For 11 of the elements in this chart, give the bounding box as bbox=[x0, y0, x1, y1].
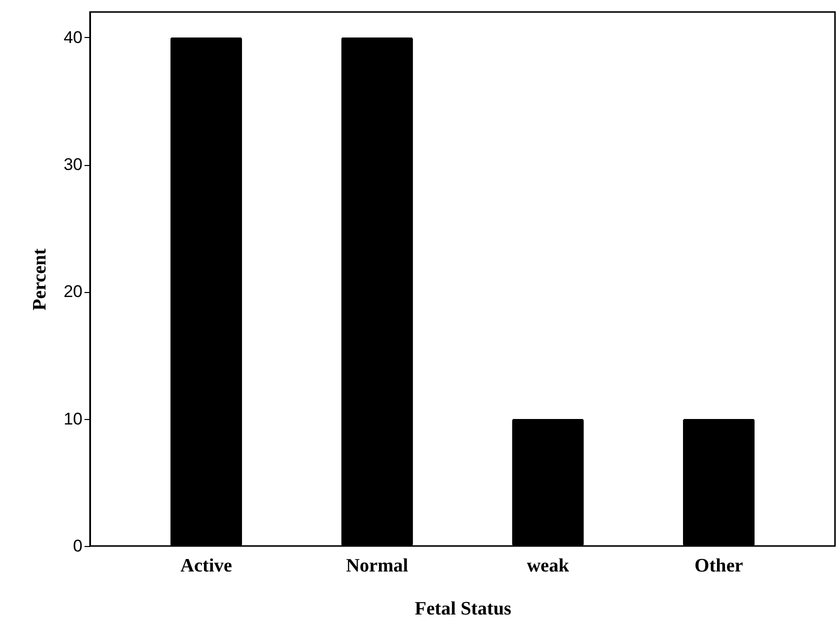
x-axis-title: Fetal Status bbox=[414, 598, 512, 620]
x-tick-label: Active bbox=[180, 556, 232, 576]
x-tick-label: Normal bbox=[346, 556, 408, 576]
x-tick-label: weak bbox=[526, 556, 570, 576]
y-tick-label: 0 bbox=[73, 536, 82, 556]
y-tick-label: 20 bbox=[64, 282, 82, 302]
x-tick-label: Other bbox=[694, 556, 744, 576]
y-axis-title: Percent bbox=[30, 248, 51, 310]
y-tick-label: 40 bbox=[64, 28, 82, 47]
y-tick-label: 10 bbox=[64, 409, 82, 428]
y-tick-label: 30 bbox=[64, 155, 82, 174]
